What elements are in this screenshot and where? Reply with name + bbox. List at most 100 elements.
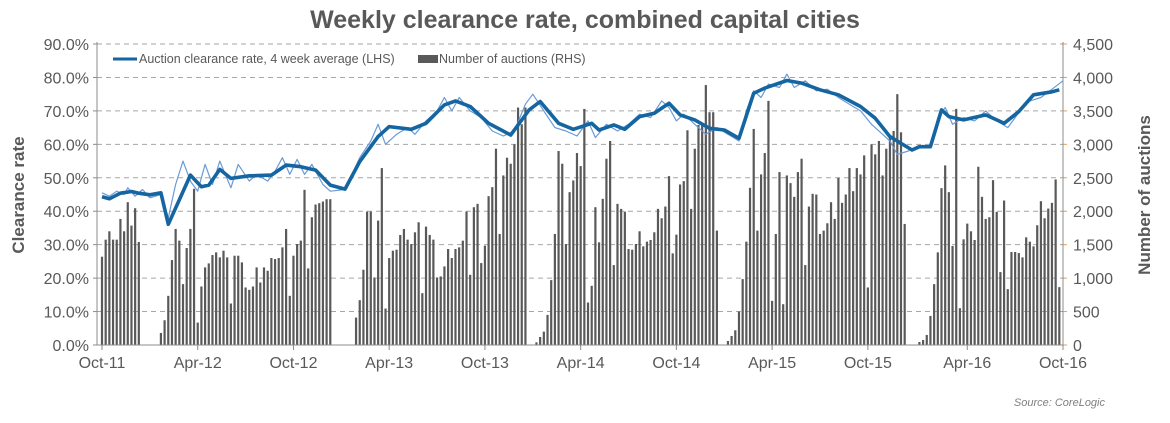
auction-bar <box>321 201 325 345</box>
left-tick-label: 60.0% <box>44 137 89 154</box>
auction-bar <box>410 243 413 345</box>
auction-bar <box>568 192 571 345</box>
auction-bar <box>185 248 188 345</box>
auction-bar <box>458 247 461 345</box>
auction-bar <box>325 199 328 345</box>
auction-bar <box>421 293 424 345</box>
auction-bar <box>502 175 505 345</box>
auction-bar <box>178 240 181 345</box>
auction-bar <box>244 287 247 345</box>
x-tick-label: Apr-16 <box>943 355 991 372</box>
auction-bar <box>535 342 538 345</box>
auction-bar <box>310 217 313 345</box>
auction-bar <box>469 274 472 345</box>
x-tick-label: Oct-15 <box>844 355 892 372</box>
auction-bar <box>634 243 637 345</box>
auction-bar <box>480 263 483 345</box>
auction-bar <box>395 249 398 345</box>
auction-bar <box>1032 246 1035 345</box>
auction-bar <box>1010 252 1013 345</box>
auction-bar <box>111 239 115 345</box>
auction-bar <box>284 228 288 345</box>
auction-bar <box>874 154 877 345</box>
auction-bar <box>307 268 310 345</box>
right-tick-label: 4,500 <box>1073 37 1113 54</box>
left-tick-label: 50.0% <box>44 171 89 188</box>
auction-bar <box>793 196 796 345</box>
auction-bar <box>134 208 137 345</box>
auction-bar <box>737 311 741 345</box>
auction-bar <box>899 132 903 345</box>
auction-bar <box>829 202 833 345</box>
x-tick-label: Apr-13 <box>365 355 413 372</box>
clearance-lines <box>101 73 1064 227</box>
auction-bar <box>288 295 291 345</box>
auction-bar <box>329 199 332 345</box>
auction-bar <box>137 241 140 345</box>
x-tick-label: Oct-11 <box>79 355 126 372</box>
auction-bar <box>730 335 733 345</box>
auction-bar <box>461 240 464 345</box>
auction-bar <box>369 211 372 345</box>
right-tick-label: 3,500 <box>1073 104 1113 121</box>
auction-bar <box>785 175 788 345</box>
auction-bar <box>778 172 781 345</box>
auction-bar <box>564 243 568 345</box>
auction-bar <box>373 277 376 345</box>
auction-bar <box>885 148 888 345</box>
x-tick-label: Oct-14 <box>652 355 700 372</box>
auction-bar <box>266 270 269 345</box>
auction-bar <box>852 191 855 345</box>
auction-bar <box>583 108 586 345</box>
auction-bar <box>826 223 829 345</box>
auction-bar <box>896 94 899 346</box>
x-tick-label: Apr-15 <box>748 355 796 372</box>
auction-bar <box>712 112 715 345</box>
legend-label-clearance: Auction clearance rate, 4 week average (… <box>139 52 395 66</box>
auction-bar <box>752 128 755 345</box>
auction-bar <box>594 207 597 345</box>
auction-bar <box>601 198 604 345</box>
auction-bar <box>255 267 258 345</box>
auction-bar <box>682 181 685 345</box>
auction-bar <box>170 260 174 345</box>
left-tick-label: 70.0% <box>44 104 89 121</box>
auction-bar <box>432 239 435 345</box>
auction-bar <box>745 241 748 345</box>
auction-bar <box>800 158 803 345</box>
auction-bar <box>281 247 284 345</box>
auction-bar <box>642 246 645 345</box>
auction-bar <box>1043 218 1046 345</box>
auction-bar <box>620 208 623 345</box>
auction-bar <box>561 163 564 345</box>
auction-bar <box>774 233 777 345</box>
left-tick-label: 40.0% <box>44 204 89 221</box>
auction-bar <box>951 246 954 345</box>
auction-bar <box>402 228 406 345</box>
auction-bar <box>575 153 579 345</box>
auction-bar <box>358 300 361 345</box>
auction-bar <box>487 196 490 345</box>
auction-bar <box>925 334 928 345</box>
auction-bar <box>921 339 925 345</box>
auction-bar <box>229 303 232 345</box>
auction-bar <box>122 231 126 345</box>
auction-bar <box>443 266 446 345</box>
auction-bar <box>653 232 656 345</box>
auction-bar <box>262 267 266 345</box>
auction-bars <box>100 85 1061 346</box>
right-tick-label: 0 <box>1073 338 1082 355</box>
left-tick-label: 0.0% <box>53 338 89 355</box>
auction-bar <box>638 231 641 345</box>
auction-bar <box>115 239 118 345</box>
auction-bar <box>513 144 516 345</box>
auction-bar <box>645 241 649 345</box>
auction-bar <box>277 258 280 345</box>
auction-bar <box>251 286 255 345</box>
auction-bar <box>454 249 457 345</box>
auction-bar <box>259 282 262 345</box>
auction-bar <box>759 174 763 345</box>
auction-bar <box>675 234 678 345</box>
auction-bar <box>406 239 409 345</box>
auction-bar <box>726 340 730 345</box>
